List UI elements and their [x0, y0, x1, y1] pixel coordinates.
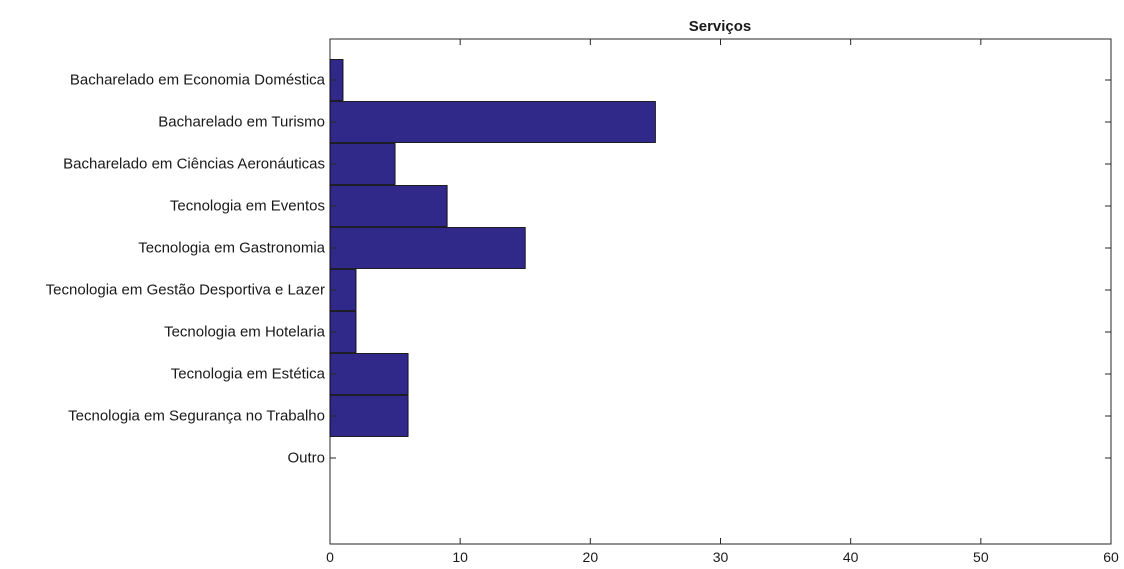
ticks-layer [329, 39, 1112, 544]
bar [329, 227, 526, 269]
x-tick-label: 60 [1103, 549, 1119, 565]
bar [329, 353, 409, 395]
category-label: Tecnologia em Hotelaria [164, 324, 326, 341]
category-label: Tecnologia em Gastronomia [138, 240, 325, 257]
category-label: Bacharelado em Turismo [158, 114, 325, 131]
category-label: Tecnologia em Estética [171, 366, 326, 383]
category-label: Tecnologia em Segurança no Trabalho [68, 408, 325, 425]
bar [329, 185, 448, 227]
bar [329, 395, 409, 437]
category-label: Tecnologia em Eventos [170, 198, 325, 215]
bar [329, 101, 656, 143]
category-labels-layer: Bacharelado em Economia Doméstica Bachare… [46, 72, 1119, 566]
chart-title: Serviços [689, 18, 752, 35]
category-label: Bacharelado em Economia Doméstica [70, 72, 326, 89]
bar [329, 143, 396, 185]
x-tick-label: 50 [973, 549, 989, 565]
x-tick-label: 40 [843, 549, 859, 565]
category-label: Bacharelado em Ciências Aeronáuticas [63, 156, 325, 173]
x-tick-label: 20 [583, 549, 599, 565]
bars-layer [329, 59, 656, 437]
x-tick-label: 10 [452, 549, 468, 565]
category-label: Outro [287, 450, 325, 467]
category-label: Tecnologia em Gestão Desportiva e Lazer [46, 282, 325, 299]
x-tick-label: 30 [713, 549, 729, 565]
x-tick-label: 0 [326, 549, 334, 565]
